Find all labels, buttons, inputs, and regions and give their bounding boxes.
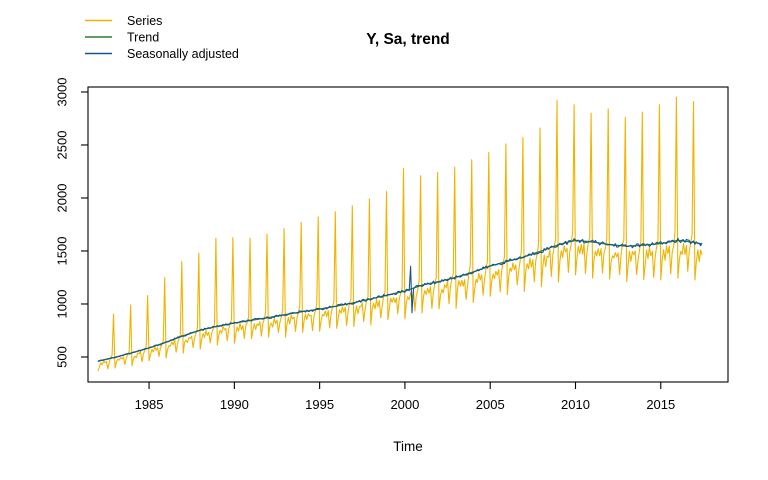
y-tick-label: 500 — [54, 346, 69, 368]
y-tick-label: 2500 — [54, 131, 69, 160]
x-tick-label: 1985 — [135, 397, 164, 412]
y-axis: 500 1000 1500 2000 2500 3000 — [54, 78, 88, 368]
y-tick-label: 1500 — [54, 237, 69, 266]
x-tick-label: 1995 — [305, 397, 334, 412]
y-tick-label: 1000 — [54, 290, 69, 319]
x-tick-label: 2010 — [561, 397, 590, 412]
plot-area-border — [87, 86, 729, 383]
legend-label-trend: Trend — [127, 31, 159, 45]
x-tick-label: 1990 — [220, 397, 249, 412]
legend: Series Trend Seasonally adjusted — [85, 14, 239, 61]
legend-label-series: Series — [127, 14, 162, 28]
x-tick-label: 2005 — [476, 397, 505, 412]
y-tick-label: 2000 — [54, 184, 69, 213]
legend-label-seasonally-adjusted: Seasonally adjusted — [127, 47, 239, 61]
x-axis: 1985 1990 1995 2000 2005 2010 2015 — [135, 382, 675, 412]
x-axis-title: Time — [393, 439, 423, 454]
seasonally-adjusted-line — [97, 237, 703, 362]
y-tick-label: 3000 — [54, 78, 69, 107]
x-tick-label: 2015 — [646, 397, 675, 412]
chart-title: Y, Sa, trend — [366, 31, 450, 48]
series-line — [97, 96, 703, 372]
trend-line — [97, 239, 703, 362]
plot-lines — [97, 96, 703, 372]
x-tick-label: 2000 — [390, 397, 419, 412]
